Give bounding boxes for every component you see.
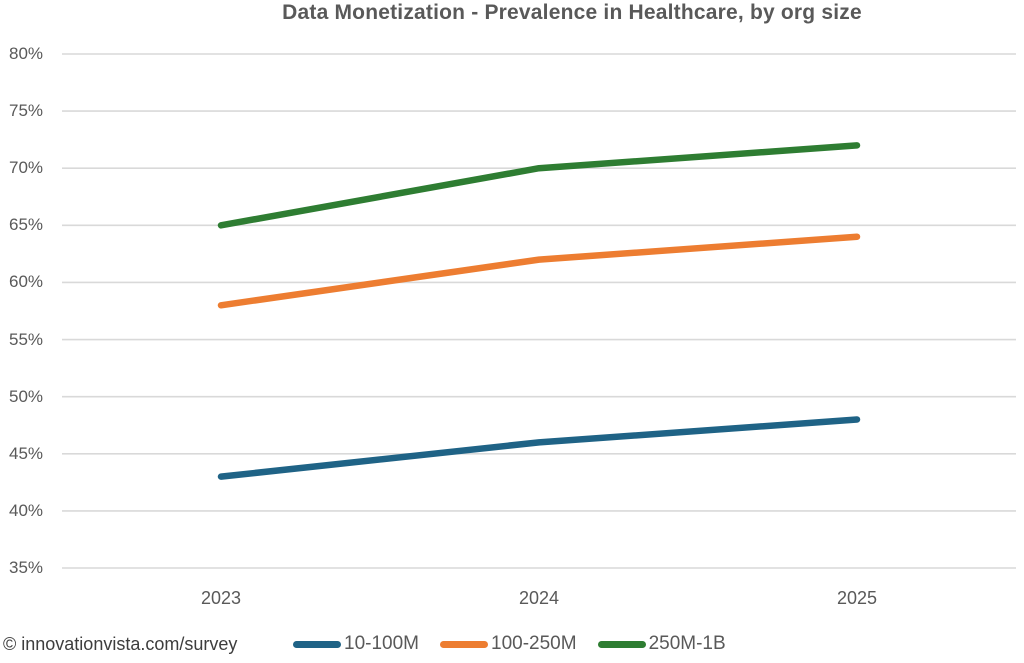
legend-item-100-250M: 100-250M bbox=[440, 633, 577, 655]
legend-label: 10-100M bbox=[344, 633, 419, 654]
y-tick-label: 55% bbox=[9, 329, 44, 349]
series-line-100-250M bbox=[217, 233, 861, 309]
series-line-10-100M bbox=[217, 416, 861, 480]
legend-item-250M-1B: 250M-1B bbox=[597, 633, 726, 655]
y-tick-label: 70% bbox=[9, 158, 44, 178]
legend-item-10-100M: 10-100M bbox=[293, 633, 419, 655]
y-tick-label: 35% bbox=[9, 558, 44, 577]
x-tick-label: 2024 bbox=[518, 588, 560, 608]
chart-title: Data Monetization - Prevalence in Health… bbox=[282, 1, 862, 24]
legend-label: 100-250M bbox=[491, 633, 577, 654]
y-tick-label: 50% bbox=[9, 386, 44, 406]
y-tick-label: 80% bbox=[9, 44, 44, 63]
y-tick-label: 65% bbox=[9, 215, 44, 235]
y-tick-label: 40% bbox=[9, 500, 44, 520]
y-tick-label: 60% bbox=[9, 272, 44, 292]
legend-swatch-icon bbox=[293, 640, 341, 648]
x-tick-label: 2025 bbox=[836, 588, 878, 608]
legend-swatch-icon bbox=[597, 640, 646, 648]
x-tick-label: 2023 bbox=[200, 588, 242, 608]
chart-legend: 10-100M 100-250M 250M-1B bbox=[293, 630, 726, 658]
legend-swatch-icon bbox=[440, 640, 488, 648]
y-tick-label: 45% bbox=[9, 443, 44, 463]
series-line-250M-1B bbox=[217, 142, 861, 229]
attribution-text: © innovationvista.com/survey bbox=[3, 634, 238, 654]
legend-label: 250M-1B bbox=[648, 633, 726, 654]
y-tick-label: 75% bbox=[9, 101, 44, 121]
